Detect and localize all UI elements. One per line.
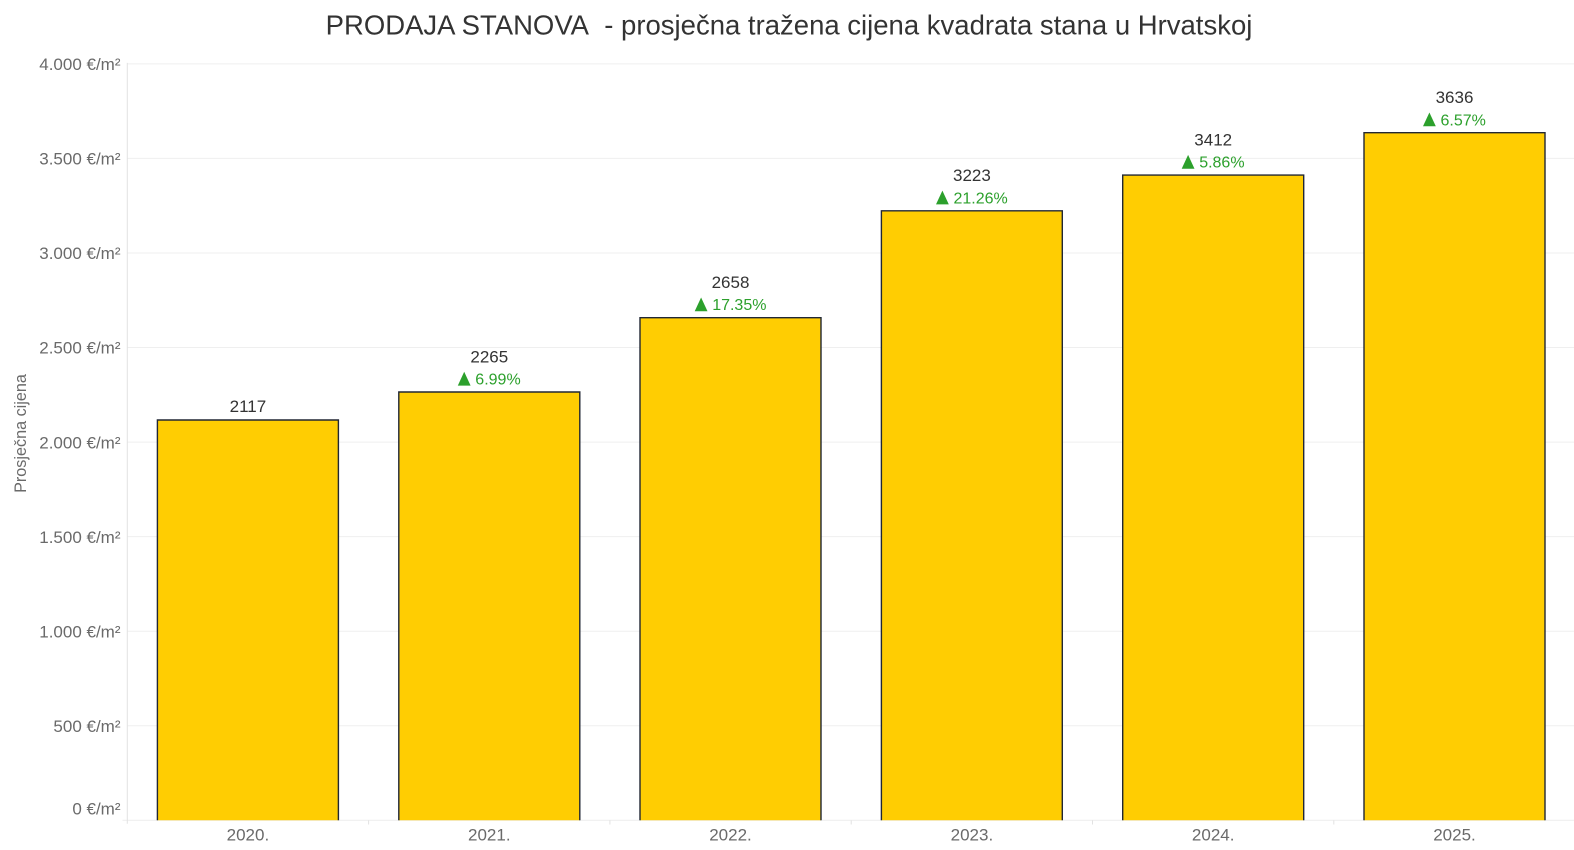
svg-text:21.26%: 21.26%	[954, 190, 1008, 207]
svg-text:6.99%: 6.99%	[475, 372, 520, 389]
svg-text:2.000 €/m²: 2.000 €/m²	[39, 433, 121, 452]
svg-text:2265: 2265	[470, 347, 508, 366]
svg-text:PRODAJA STANOVA - prosječna t: PRODAJA STANOVA - prosječna tražena cije…	[326, 10, 1253, 41]
svg-text:1.000 €/m²: 1.000 €/m²	[39, 622, 121, 641]
svg-text:5.86%: 5.86%	[1199, 155, 1244, 172]
svg-text:2024.: 2024.	[1192, 826, 1235, 845]
svg-text:3223: 3223	[953, 166, 991, 185]
svg-text:500 €/m²: 500 €/m²	[53, 717, 120, 736]
svg-text:2025.: 2025.	[1433, 826, 1476, 845]
svg-text:2021.: 2021.	[468, 826, 511, 845]
svg-text:3.000 €/m²: 3.000 €/m²	[39, 244, 121, 263]
svg-text:2023.: 2023.	[951, 826, 994, 845]
svg-text:17.35%: 17.35%	[712, 297, 766, 314]
svg-text:1.500 €/m²: 1.500 €/m²	[39, 528, 121, 547]
svg-text:4.000 €/m²: 4.000 €/m²	[39, 55, 121, 74]
svg-text:2658: 2658	[712, 273, 750, 292]
svg-text:2117: 2117	[230, 397, 267, 416]
svg-text:3.500 €/m²: 3.500 €/m²	[39, 150, 121, 169]
svg-text:2.500 €/m²: 2.500 €/m²	[39, 339, 121, 358]
svg-text:6.57%: 6.57%	[1441, 112, 1486, 129]
svg-text:0 €/m²: 0 €/m²	[72, 800, 121, 819]
svg-text:3412: 3412	[1194, 131, 1232, 150]
svg-text:2022.: 2022.	[709, 826, 752, 845]
svg-text:Prosječna cijena: Prosječna cijena	[12, 374, 30, 493]
svg-text:2020.: 2020.	[227, 826, 270, 845]
svg-text:3636: 3636	[1436, 88, 1474, 107]
